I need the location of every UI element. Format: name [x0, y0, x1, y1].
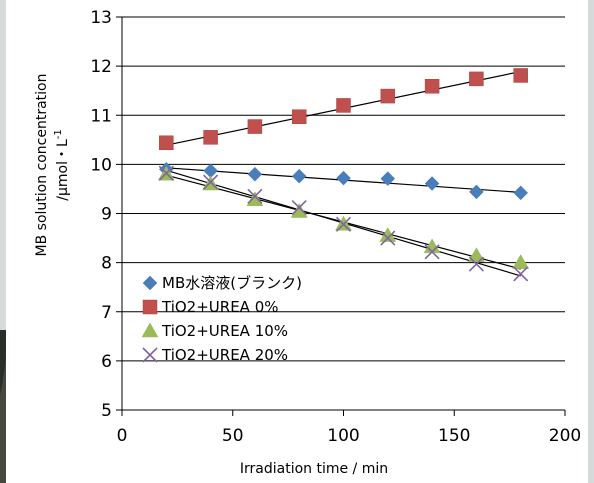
y-tick-label: 12: [90, 57, 112, 77]
y-tick-label: 6: [101, 352, 112, 372]
data-point-series-3: [468, 248, 484, 262]
y-axis-title-line2: /μmol・L-1: [53, 129, 71, 201]
data-point-series-2: [337, 98, 351, 112]
data-point-series-2: [514, 68, 528, 82]
y-tick-label: 8: [101, 254, 112, 274]
data-point-series-1: [337, 171, 351, 185]
legend-marker-series-4: [143, 348, 157, 362]
y-tick-label: 7: [101, 303, 112, 323]
legend-marker-series-2: [143, 300, 157, 314]
chart-panel: 0 50 100 150 200 5 6 7 8 9 10 11 12 13 Irradiation t…: [6, 0, 588, 483]
data-point-series-2: [381, 89, 395, 103]
legend-label: MB水溶液(ブランク): [162, 274, 302, 292]
x-tick-label: 200: [549, 426, 581, 446]
data-point-series-2: [159, 136, 173, 150]
legend-marker-series-3: [142, 323, 158, 337]
x-axis-title: Irradiation time / min: [240, 461, 388, 477]
y-tick-label: 5: [101, 401, 112, 421]
y-tick-label: 9: [101, 205, 112, 225]
data-point-series-1: [248, 167, 262, 181]
x-tick-label: 150: [438, 426, 470, 446]
data-point-series-2: [204, 130, 218, 144]
y-axis-title: MB solution concentration /μmol・L-1: [34, 74, 71, 257]
y-tick-label: 13: [90, 8, 112, 28]
x-tick-label: 0: [117, 426, 128, 446]
legend-marker-series-1: [143, 276, 157, 290]
legend-label: TiO2+UREA 0%: [161, 298, 279, 316]
data-point-series-2: [469, 72, 483, 86]
data-point-series-1: [514, 186, 528, 200]
legend: MB水溶液(ブランク) TiO2+UREA 0% TiO2+UREA 10% TiO2…: [142, 274, 302, 364]
data-point-series-3: [291, 204, 307, 218]
data-markers: [158, 68, 528, 280]
data-point-series-1: [425, 177, 439, 191]
y-tick-label: 10: [90, 155, 112, 175]
y-tick-labels: 5 6 7 8 9 10 11 12 13: [90, 8, 112, 421]
legend-label: TiO2+UREA 10%: [161, 322, 288, 340]
y-tick-label: 11: [90, 106, 112, 126]
legend-label: TiO2+UREA 20%: [161, 346, 288, 364]
data-point-series-2: [292, 110, 306, 124]
data-point-series-1: [292, 169, 306, 183]
data-point-series-2: [425, 79, 439, 93]
x-tick-label: 50: [222, 426, 244, 446]
x-tick-label: 100: [327, 426, 359, 446]
y-axis-title-line1: MB solution concentration: [34, 74, 50, 257]
data-point-series-2: [248, 120, 262, 134]
scatter-chart: 0 50 100 150 200 5 6 7 8 9 10 11 12 13 Irradiation t…: [6, 0, 588, 483]
x-tick-labels: 0 50 100 150 200: [117, 426, 582, 446]
data-point-series-3: [513, 255, 529, 269]
y-axis-unit: /μmol・L: [55, 139, 71, 201]
y-axis-unit-exponent: -1: [53, 129, 64, 139]
data-point-series-1: [469, 185, 483, 199]
